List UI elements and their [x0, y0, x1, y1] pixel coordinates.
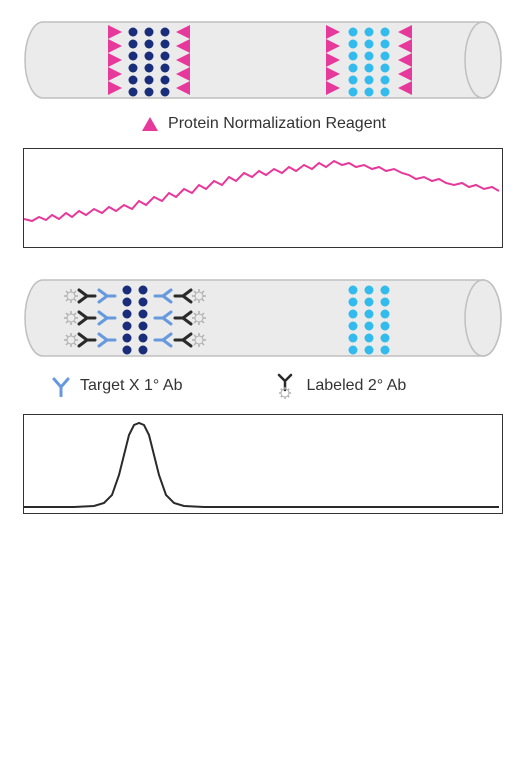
legend-item-primary: Target X 1° Ab: [50, 373, 182, 399]
legend-antibodies: Target X 1° Ab Labeled 2° Ab: [20, 373, 506, 399]
chart1-svg: [24, 149, 502, 247]
capillary-bottom-svg: [23, 278, 503, 358]
legend-primary-label: Target X 1° Ab: [80, 377, 182, 395]
capillary-top: [23, 20, 503, 100]
chart-target-peak: [23, 414, 503, 514]
legend-item-secondary: Labeled 2° Ab: [272, 373, 406, 399]
y-antibody-icon: [50, 375, 72, 397]
labeled-antibody-icon: [272, 373, 298, 399]
chart-total-protein: [23, 148, 503, 248]
chart2-svg: [24, 415, 502, 513]
legend-pn-label: Protein Normalization Reagent: [168, 115, 386, 133]
legend-secondary-label: Labeled 2° Ab: [306, 377, 406, 395]
capillary-top-svg: [23, 20, 503, 100]
legend-protein-normalization: Protein Normalization Reagent: [20, 115, 506, 133]
triangle-icon: [140, 115, 160, 133]
legend-item-pn: Protein Normalization Reagent: [140, 115, 386, 133]
capillary-bottom: [23, 278, 503, 358]
